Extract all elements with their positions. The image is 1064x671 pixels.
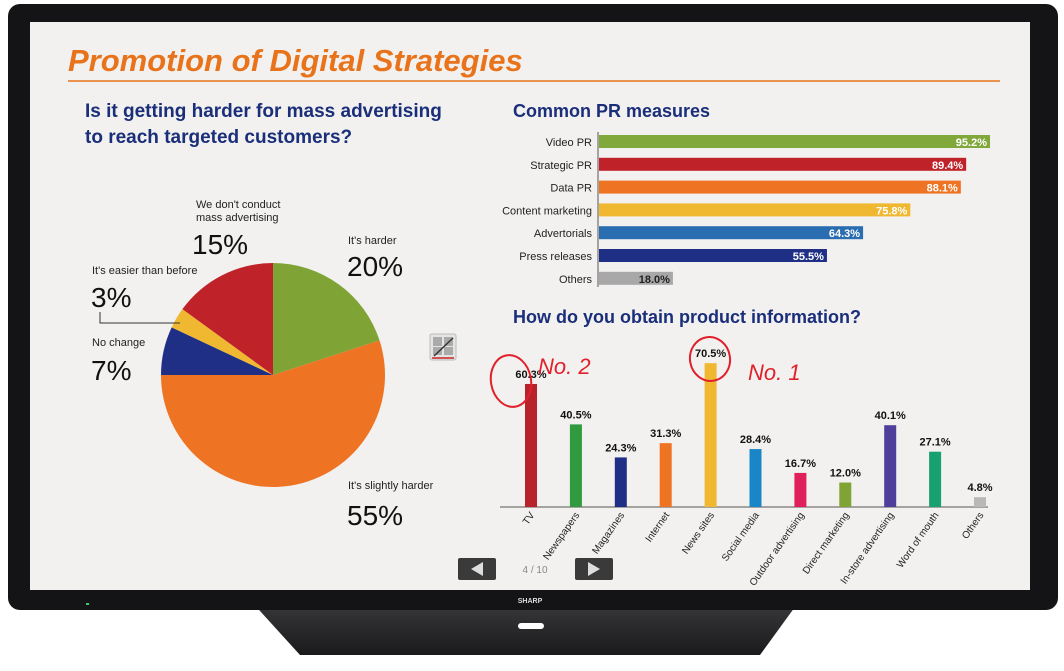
circle-tv [489, 354, 533, 408]
category-label: Content marketing [502, 205, 592, 217]
bar [749, 449, 762, 507]
value-label: 12.0% [830, 468, 861, 480]
bar [884, 425, 897, 507]
value-label: 27.1% [919, 437, 950, 449]
bar [704, 363, 717, 507]
pie-label-no-change: No change [92, 337, 145, 349]
value-label: 55.5% [793, 251, 824, 263]
bar [599, 249, 827, 262]
annotation-no1-visible: No. 1 [748, 360, 801, 385]
bar [659, 443, 672, 507]
pie-slice [182, 263, 273, 375]
pie-label-no-ad-line-1: We don't conduct [196, 199, 280, 211]
pie-value-no-change: 7% [91, 355, 131, 386]
value-label: 75.8% [876, 205, 907, 217]
bar [839, 482, 852, 507]
slide-title: Promotion of Digital Strategies [68, 43, 523, 78]
bar [614, 457, 627, 507]
brand-logo: SHARP [518, 598, 543, 605]
value-label: 4.8% [967, 482, 992, 494]
category-label: Advertorials [534, 228, 593, 240]
pie-value-no-ad: 15% [192, 229, 248, 260]
bar [599, 157, 967, 171]
pie-value-slightly-harder: 55% [347, 500, 403, 531]
pie-value-harder: 20% [347, 251, 403, 282]
annotation-no2: No. 2 [538, 354, 591, 379]
pie-label-slightly-harder: It's slightly harder [348, 480, 434, 492]
bar [794, 472, 807, 507]
value-label: 95.2% [956, 137, 987, 149]
pie-slice [161, 340, 386, 487]
pie-title-line-2: to reach targeted customers? [85, 127, 352, 148]
bar [929, 451, 942, 507]
pie-leader-line [99, 312, 180, 324]
bar [599, 203, 911, 217]
prev-slide-button[interactable] [458, 558, 496, 580]
circle-news-sites [688, 336, 732, 382]
category-label: Others [559, 274, 593, 286]
value-label: 16.7% [785, 458, 816, 470]
value-label: 70.5% [695, 348, 726, 360]
bar [525, 383, 537, 507]
value-label: 40.1% [875, 410, 906, 422]
pie-slice [273, 263, 380, 375]
category-label: Data PR [550, 183, 592, 195]
pr-chart-title: Common PR measures [513, 101, 710, 121]
bar [599, 180, 961, 194]
category-label: Press releases [519, 251, 592, 263]
category-label: Video PR [546, 137, 592, 149]
left-arrow-icon [471, 562, 483, 576]
next-slide-button[interactable] [575, 558, 613, 580]
handwritten-annotations [489, 336, 732, 408]
product-chart-title: How do you obtain product information? [513, 307, 861, 327]
bar [569, 424, 582, 507]
value-label: 18.0% [639, 274, 670, 286]
pie-value-easier: 3% [91, 282, 131, 313]
pie-chart [161, 263, 386, 487]
bar [599, 271, 673, 285]
power-indicator [86, 603, 89, 605]
bar [599, 226, 864, 240]
value-label: 88.1% [927, 183, 958, 195]
pr-bar-chart: Video PR 95.2% Strategic PR 89.4% Data PR 88.… [502, 132, 990, 287]
value-label: 40.5% [560, 409, 591, 421]
stand-indicator [518, 623, 544, 629]
value-label: 89.4% [932, 160, 963, 172]
pen-tool-icon[interactable] [429, 333, 457, 361]
right-arrow-icon [588, 562, 600, 576]
pie-title-line-1: Is it getting harder for mass advertisin… [85, 101, 442, 122]
pie-label-no-ad-line-2: mass advertising [196, 212, 279, 224]
bar [974, 497, 986, 507]
pie-slice [161, 327, 273, 375]
value-label: 64.3% [829, 228, 860, 240]
pie-label-harder: It's harder [348, 235, 397, 247]
pie-slice [171, 309, 273, 375]
pie-label-easier: It's easier than before [92, 265, 197, 277]
page-indicator: 4 / 10 [522, 565, 547, 576]
category-label: Strategic PR [530, 160, 592, 172]
bar [599, 135, 990, 148]
value-label: 31.3% [650, 428, 681, 440]
value-label: 28.4% [740, 434, 771, 446]
value-label: 24.3% [605, 442, 636, 454]
